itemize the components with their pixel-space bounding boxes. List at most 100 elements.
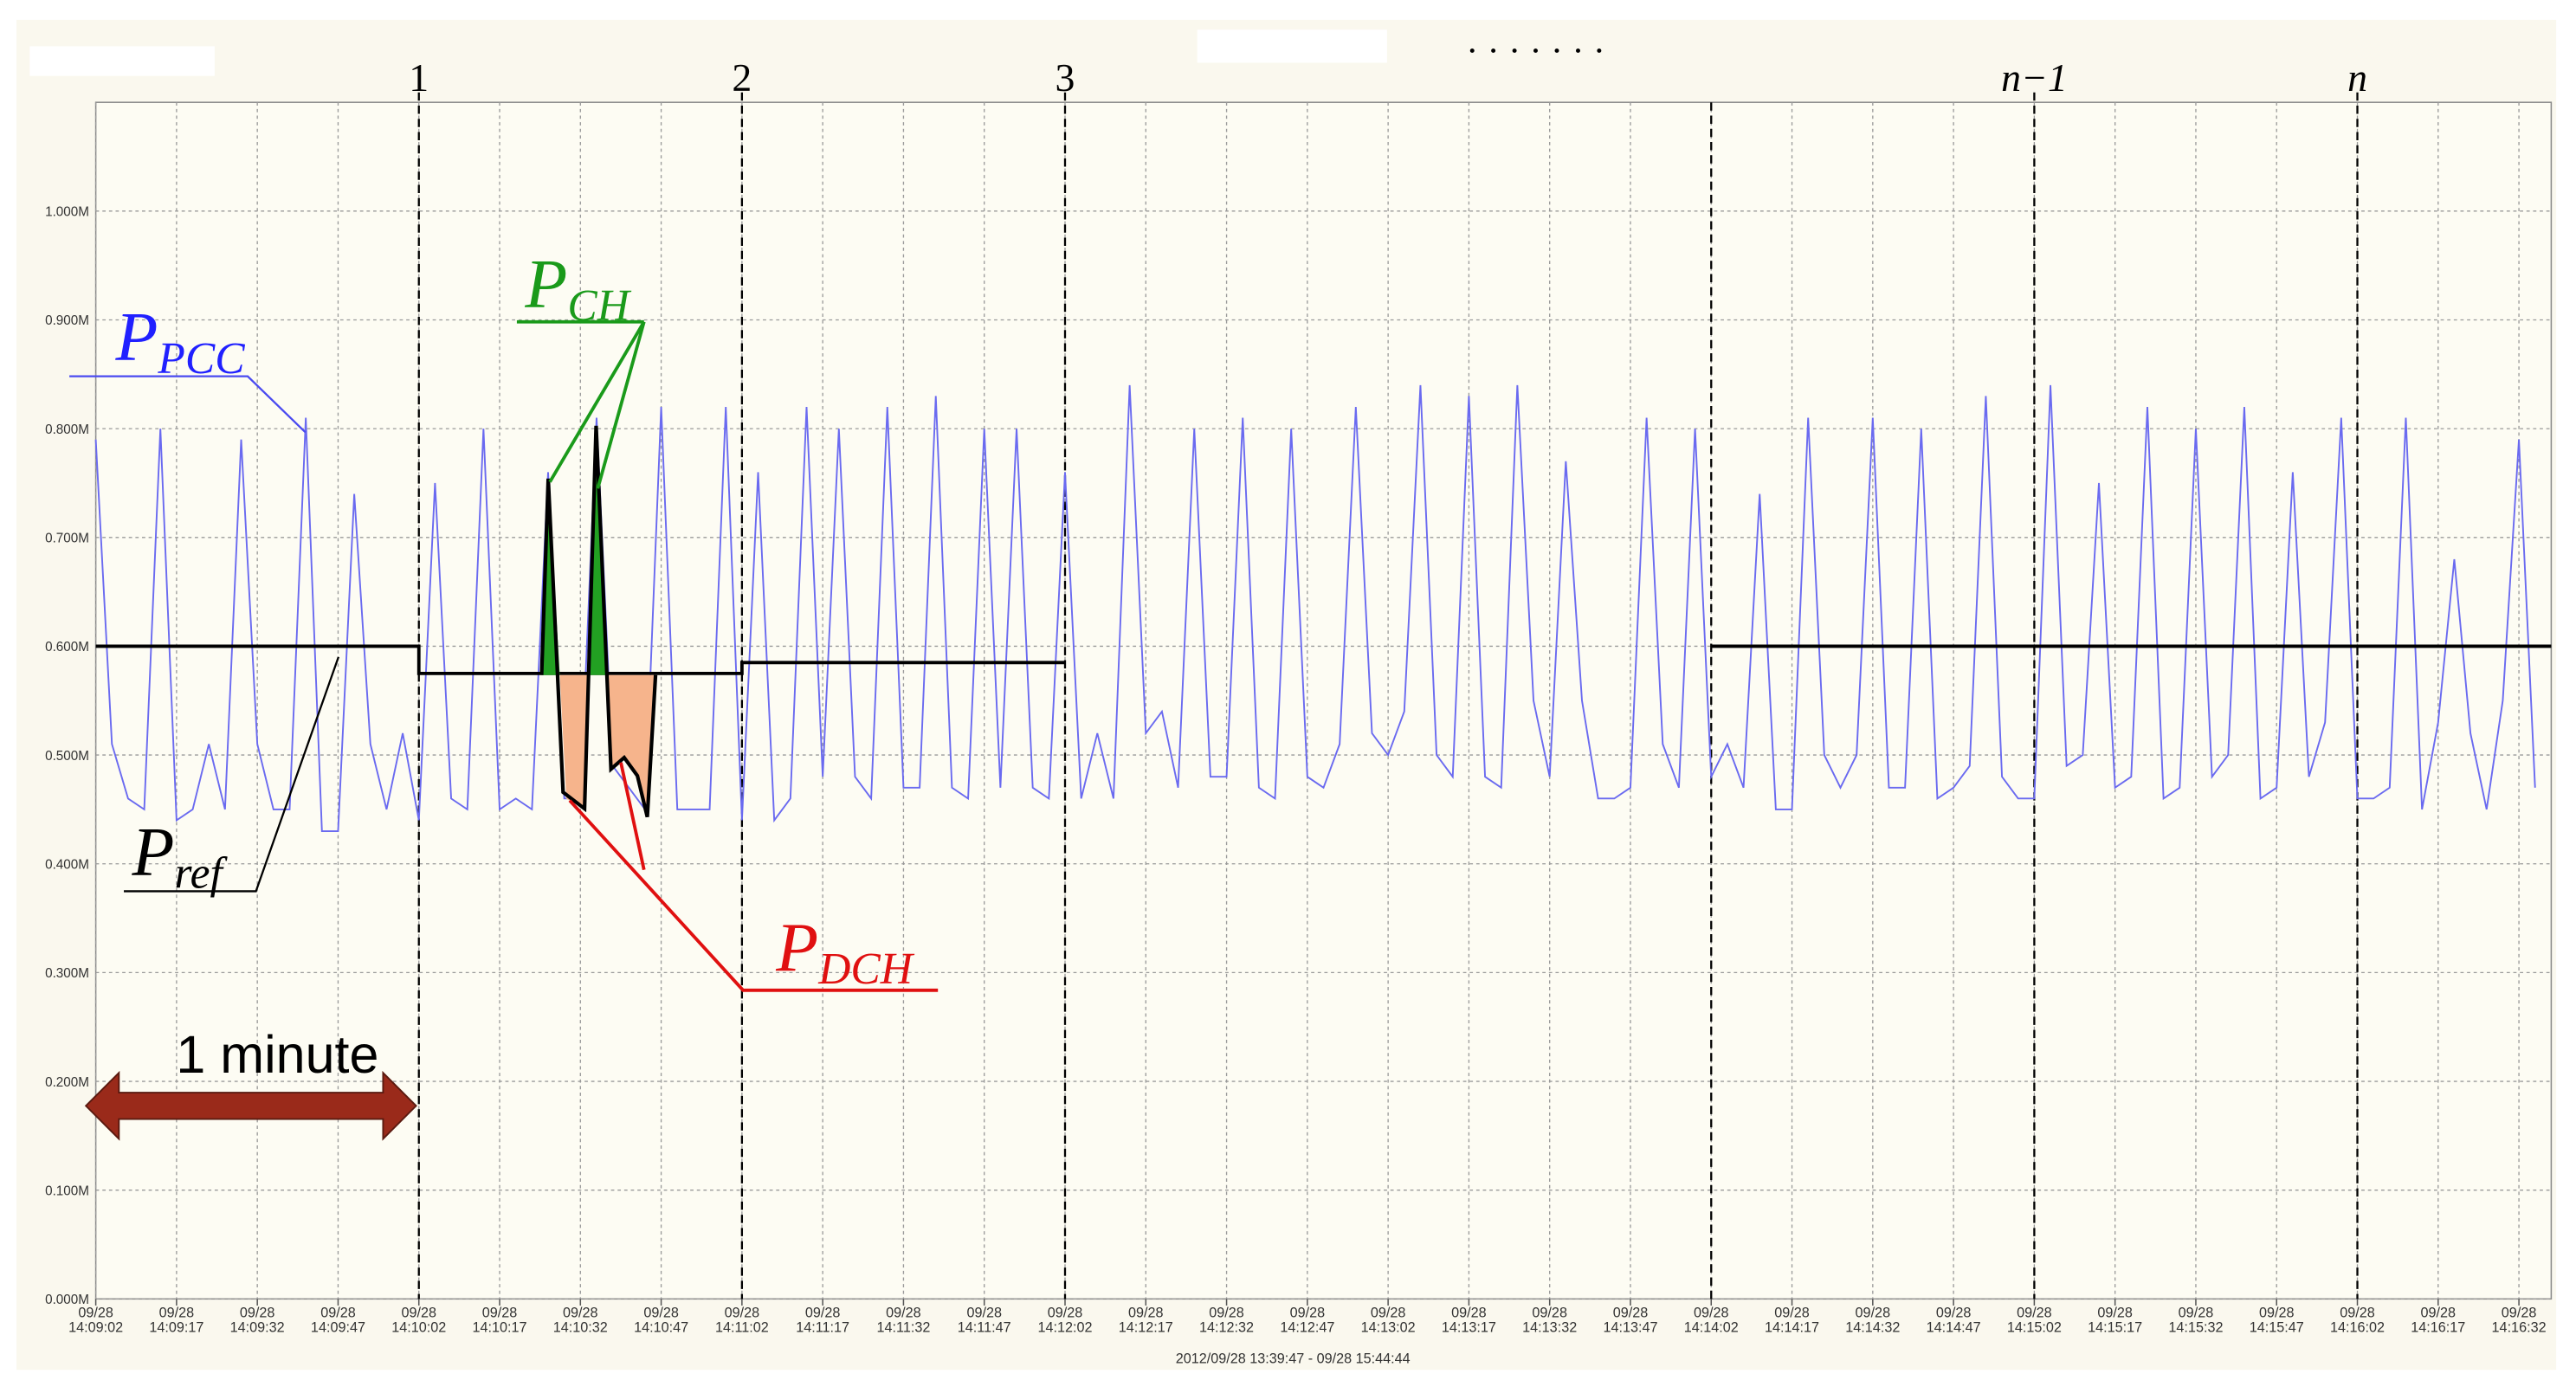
x-tick-label: 14:12:47: [1280, 1319, 1334, 1335]
x-tick-label: 09/28: [1613, 1305, 1649, 1320]
leader: [548, 320, 646, 483]
x-tick-label: 09/28: [1694, 1305, 1729, 1320]
discharge-label: PDCH: [775, 910, 914, 994]
x-tick-label: 14:13:47: [1603, 1319, 1657, 1335]
x-tick-label: 09/28: [1936, 1305, 1972, 1320]
span-label: 1 minute: [176, 1025, 378, 1084]
x-tick-label: 09/28: [643, 1305, 679, 1320]
label-sub: CH: [567, 281, 631, 331]
x-tick-label: 09/28: [1451, 1305, 1487, 1320]
x-tick-label: 09/28: [1371, 1305, 1406, 1320]
x-tick-label: 14:11:47: [958, 1319, 1011, 1335]
x-tick-label: 09/28: [966, 1305, 1002, 1320]
grid: 0.000M 0.100M 0.200M 0.300M 0.400M 0.500M 0.60…: [45, 55, 2552, 1335]
x-tick-label: 14:15:47: [2250, 1319, 2304, 1335]
x-tick-label: 14:11:17: [796, 1319, 849, 1335]
x-tick-label: 09/28: [886, 1305, 921, 1320]
y-tick-label: 1.000M: [45, 205, 89, 220]
x-tick-label: 09/28: [1532, 1305, 1567, 1320]
mask: [29, 46, 215, 76]
marker-label: 1: [409, 55, 429, 100]
x-tick-label: 14:15:17: [2088, 1319, 2142, 1335]
leader: [124, 656, 340, 893]
discharge-area: [605, 674, 656, 814]
x-tick-label: 09/28: [2259, 1305, 2295, 1320]
y-tick-label: 0.600M: [45, 640, 89, 655]
label-sub: DCH: [817, 945, 915, 994]
series-line: [95, 644, 2552, 675]
x-tick-label: 14:09:17: [149, 1319, 203, 1335]
x-tick-label: 14:14:47: [1927, 1319, 1981, 1335]
leader: [596, 321, 646, 489]
y-tick-label: 0.100M: [45, 1183, 89, 1198]
x-tick-label: 09/28: [159, 1305, 195, 1320]
energy-shading: [539, 425, 658, 818]
x-tick-label: 14:13:02: [1361, 1319, 1416, 1335]
label-sub: ref: [174, 849, 228, 899]
x-tick-label: 09/28: [1856, 1305, 1891, 1320]
x-tick-label: 14:14:17: [1765, 1319, 1819, 1335]
y-tick-label: 0.400M: [45, 857, 89, 872]
x-tick-label: 14:12:17: [1119, 1319, 1173, 1335]
footer: 2012/09/28 13:39:47 - 09/28 15:44:44: [1176, 1351, 1411, 1367]
x-tick-label: 14:10:47: [634, 1319, 688, 1335]
series-label: Pref: [132, 814, 229, 898]
x-tick-label: 14:13:17: [1442, 1319, 1496, 1335]
leader: [69, 375, 307, 434]
y-tick-label: 0.300M: [45, 966, 89, 981]
marker-label: n: [2347, 55, 2367, 100]
y-tick-label: 0.000M: [45, 1293, 89, 1307]
x-tick-label: 14:14:32: [1845, 1319, 1900, 1335]
ellipsis: · · · · · · ·: [1466, 31, 1605, 71]
x-tick-label: 09/28: [78, 1305, 113, 1320]
span-arrow: [84, 1070, 417, 1141]
x-tick-label: 09/28: [1048, 1305, 1083, 1320]
y-tick-label: 0.900M: [45, 313, 89, 328]
x-tick-label: 14:11:02: [715, 1319, 769, 1335]
x-tick-label: 14:10:02: [391, 1319, 446, 1335]
x-tick-label: 14:09:02: [68, 1319, 123, 1335]
x-tick-label: 14:12:32: [1199, 1319, 1254, 1335]
discharge-area: [559, 674, 588, 809]
y-tick-label: 0.700M: [45, 532, 89, 546]
x-tick-label: 09/28: [563, 1305, 598, 1320]
x-tick-label: 09/28: [1209, 1305, 1244, 1320]
charge-label: PCH: [524, 247, 631, 331]
x-tick-label: 09/28: [401, 1305, 436, 1320]
y-tick-label: 0.500M: [45, 749, 89, 764]
label-main: P: [114, 300, 158, 376]
x-tick-label: 09/28: [2179, 1305, 2214, 1320]
y-tick-label: 0.800M: [45, 422, 89, 437]
mask: [1197, 29, 1387, 63]
x-tick-label: 14:12:02: [1037, 1319, 1092, 1335]
x-tick-label: 09/28: [482, 1305, 518, 1320]
x-tick-label: 14:13:32: [1522, 1319, 1577, 1335]
marker-label: 2: [732, 55, 752, 100]
x-tick-label: 14:16:17: [2411, 1319, 2465, 1335]
x-tick-label: 09/28: [2097, 1305, 2133, 1320]
label-main: P: [775, 910, 818, 986]
x-tick-label: 14:09:32: [230, 1319, 285, 1335]
x-tick-label: 14:11:32: [877, 1319, 931, 1335]
x-tick-label: 14:15:02: [2007, 1319, 2062, 1335]
x-tick-label: 09/28: [1774, 1305, 1810, 1320]
marker-label: 3: [1056, 55, 1075, 100]
x-tick-label: 09/28: [2017, 1305, 2052, 1320]
label-sub: PCC: [157, 334, 245, 384]
marks: [94, 384, 2552, 832]
x-tick-label: 14:10:32: [553, 1319, 608, 1335]
x-tick-label: 14:14:02: [1684, 1319, 1739, 1335]
label-main: P: [132, 814, 175, 890]
annotations: PPCC PCH PDCH Pref · · · · · · · 1 minut…: [69, 31, 1605, 1367]
x-tick-label: 09/28: [725, 1305, 760, 1320]
leader: [568, 799, 939, 992]
x-tick-label: 14:16:32: [2492, 1319, 2547, 1335]
x-tick-label: 09/28: [1290, 1305, 1326, 1320]
x-tick-label: 09/28: [2340, 1305, 2375, 1320]
x-tick-label: 14:15:32: [2168, 1319, 2223, 1335]
plot-area: [94, 101, 2553, 1300]
leader: [619, 762, 646, 871]
series-label: PPCC: [114, 300, 245, 384]
